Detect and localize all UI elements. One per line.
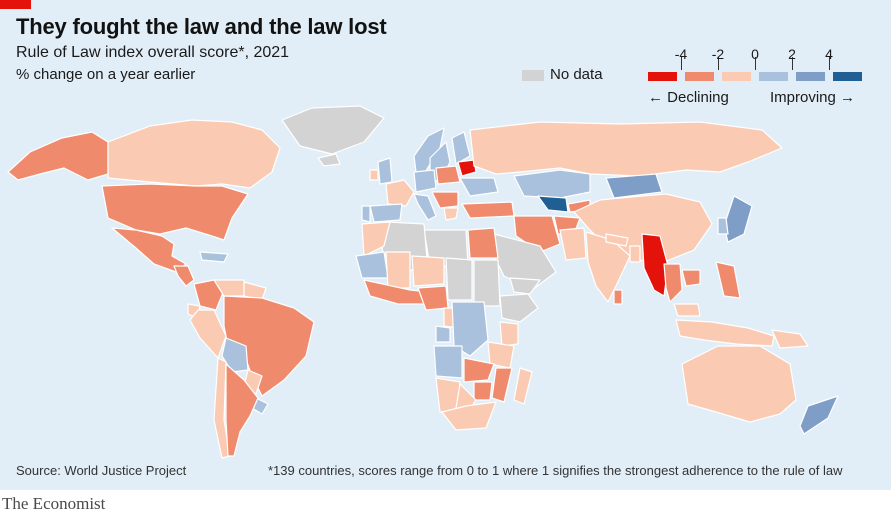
country-japan (723, 195, 753, 243)
country-canada (107, 119, 281, 189)
country-madagascar (513, 367, 533, 405)
country-indonesia (675, 319, 775, 347)
country-gabon (435, 325, 451, 343)
country-argentina (225, 363, 259, 457)
country-ukraine (459, 177, 499, 197)
economist-red-tag (0, 0, 31, 9)
country-united-kingdom (377, 157, 393, 185)
color-legend: -4 -2 0 2 4 ← Declining Improving → (648, 46, 868, 111)
country-russia (469, 121, 783, 177)
legend-tick-label: -4 (674, 46, 688, 62)
country-yemen (509, 277, 541, 295)
country-greenland (281, 105, 385, 155)
country-dr-congo (451, 301, 489, 357)
country-italy (413, 193, 437, 221)
legend-tick (718, 57, 719, 70)
country-turkey (461, 201, 515, 219)
legend-tick (681, 57, 682, 70)
country-colombia (193, 279, 225, 311)
country-finland (451, 131, 471, 165)
country-portugal (361, 205, 371, 223)
country-iran (513, 215, 561, 253)
country-iceland (317, 153, 341, 167)
footnote: *139 countries, scores range from 0 to 1… (268, 463, 843, 478)
country-poland (435, 165, 461, 185)
legend-swatch-minus-2-to-0 (722, 72, 751, 81)
country-zambia (463, 357, 495, 383)
country-morocco (361, 221, 391, 257)
country-mali (385, 251, 411, 289)
country-bangladesh (629, 245, 641, 263)
country-thailand (663, 263, 683, 303)
country-mexico (111, 227, 187, 273)
country-south-korea (717, 217, 729, 235)
country-malaysia (673, 303, 701, 317)
country-alaska (7, 131, 109, 181)
legend-swatch-2-to-4 (796, 72, 825, 81)
no-data-swatch (522, 70, 544, 81)
country-central-america (173, 265, 195, 287)
country-mozambique (491, 367, 513, 403)
country-australia (681, 345, 797, 423)
world-map (7, 105, 839, 459)
legend-swatch-above-4 (833, 72, 862, 81)
country-nepal (605, 233, 629, 247)
country-uzbekistan (537, 195, 569, 213)
legend-swatch-minus-4-to-minus-2 (685, 72, 714, 81)
legend-tick (792, 57, 793, 70)
country-belarus (457, 159, 477, 177)
legend-swatch-below-minus-4 (648, 72, 677, 81)
country-angola (433, 345, 463, 379)
country-sri-lanka (613, 289, 623, 305)
country-zimbabwe (473, 381, 493, 401)
economist-logo: The Economist (2, 494, 106, 513)
country-mongolia (605, 173, 663, 199)
legend-tick-label: 0 (751, 46, 759, 62)
country-spain (369, 203, 403, 223)
chart-unit-label: % change on a year earlier (16, 66, 196, 83)
country-ireland (369, 169, 379, 181)
country-mauritania (355, 251, 389, 279)
country-bolivia (221, 337, 249, 373)
country-kazakhstan (513, 169, 591, 199)
no-data-label: No data (550, 66, 603, 83)
country-germany (413, 169, 437, 193)
country-egypt (467, 227, 499, 259)
country-new-zealand (799, 395, 839, 435)
legend-tick-label: -2 (711, 46, 725, 62)
legend-tick-label: 4 (825, 46, 833, 62)
declining-label: ← Declining (648, 89, 729, 106)
country-south-africa (441, 401, 497, 431)
legend-tick (829, 57, 830, 70)
legend-tick-label: 2 (788, 46, 796, 62)
country-chad (445, 257, 473, 301)
legend-swatch-0-to-2 (759, 72, 788, 81)
country-caribbean (199, 251, 229, 263)
country-sudan (473, 259, 501, 307)
country-myanmar (641, 233, 669, 297)
country-france (385, 179, 415, 207)
country-peru (189, 309, 227, 359)
country-niger (411, 255, 445, 287)
country-philippines (715, 261, 741, 299)
country-pakistan (559, 227, 587, 261)
source-note: Source: World Justice Project (16, 463, 187, 478)
country-papua-new-guinea (771, 329, 809, 349)
legend-tick (755, 57, 756, 70)
country-balkans (431, 191, 459, 209)
chart-title: They fought the law and the law lost (16, 14, 387, 39)
country-ethiopia (499, 293, 539, 323)
country-nigeria (417, 285, 449, 311)
country-cambodia (681, 269, 701, 287)
improving-label: Improving → (770, 89, 856, 106)
country-kenya (499, 321, 519, 347)
chart-subtitle: Rule of Law index overall score*, 2021 (16, 44, 290, 61)
country-greece (443, 207, 459, 221)
